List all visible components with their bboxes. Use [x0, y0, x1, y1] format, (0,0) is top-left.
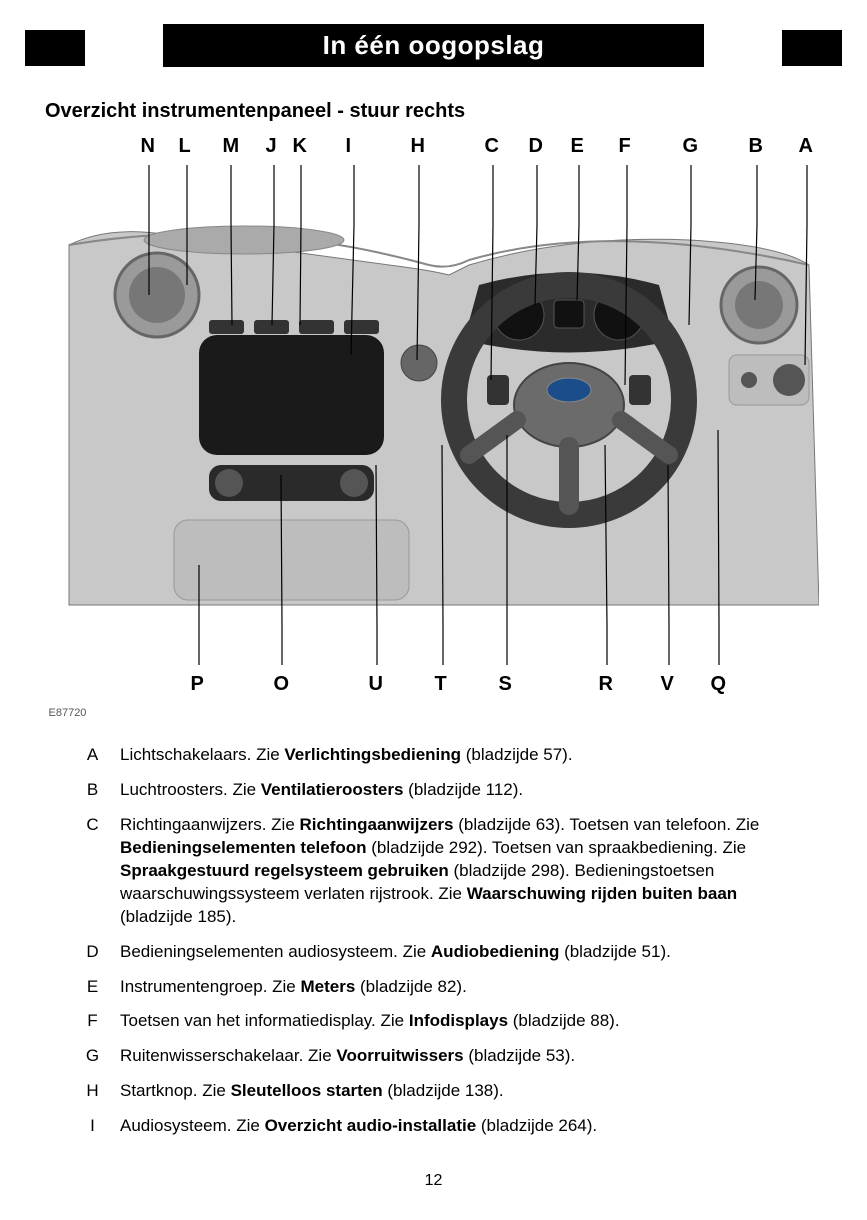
- callout-label-Q: Q: [711, 673, 727, 696]
- item-letter: A: [65, 744, 120, 767]
- diagram-wrap: N L M JK I H C D E F G B A P O U T S R V Q E87720: [49, 135, 819, 719]
- callout-label-B: B: [749, 135, 763, 158]
- callout-label-I: I: [346, 135, 352, 158]
- item-row-A: ALichtschakelaars. Zie Verlichtingsbedie…: [65, 744, 802, 767]
- page-header: In één oogopslag: [0, 20, 867, 70]
- item-row-G: GRuitenwisserschakelaar. Zie Voorruitwis…: [65, 1045, 802, 1068]
- callout-label-L: L: [179, 135, 191, 158]
- item-letter: I: [65, 1115, 120, 1138]
- top-callout-labels: N L M JK I H C D E F G B A: [49, 135, 819, 165]
- image-code: E87720: [49, 707, 819, 719]
- callout-label-N: N: [141, 135, 155, 158]
- item-row-C: CRichtingaanwijzers. Zie Richtingaanwijz…: [65, 814, 802, 929]
- section-title: Overzicht instrumentenpaneel - stuur rec…: [45, 100, 822, 123]
- content-area: Overzicht instrumentenpaneel - stuur rec…: [0, 70, 867, 1138]
- item-text: Instrumentengroep. Zie Meters (bladzijde…: [120, 976, 802, 999]
- header-decor-left: [25, 30, 85, 66]
- callout-label-V: V: [661, 673, 674, 696]
- item-row-E: EInstrumentengroep. Zie Meters (bladzijd…: [65, 976, 802, 999]
- item-row-B: BLuchtroosters. Zie Ventilatieroosters (…: [65, 779, 802, 802]
- callout-label-U: U: [369, 673, 383, 696]
- item-text: Bedieningselementen audiosysteem. Zie Au…: [120, 941, 802, 964]
- callout-label-F: F: [619, 135, 631, 158]
- item-letter: E: [65, 976, 120, 999]
- callout-label-E: E: [571, 135, 584, 158]
- item-row-I: IAudiosysteem. Zie Overzicht audio-insta…: [65, 1115, 802, 1138]
- item-text: Audiosysteem. Zie Overzicht audio-instal…: [120, 1115, 802, 1138]
- dashboard-diagram: [49, 165, 819, 665]
- item-text: Richtingaanwijzers. Zie Richtingaanwijze…: [120, 814, 802, 929]
- callout-label-A: A: [799, 135, 813, 158]
- callout-label-T: T: [435, 673, 447, 696]
- callout-label-G: G: [683, 135, 699, 158]
- callout-label-S: S: [499, 673, 512, 696]
- callout-label-O: O: [274, 673, 290, 696]
- callout-label-D: D: [529, 135, 543, 158]
- item-row-D: DBedieningselementen audiosysteem. Zie A…: [65, 941, 802, 964]
- item-letter: F: [65, 1010, 120, 1033]
- page-number: 12: [0, 1172, 867, 1190]
- callout-label-H: H: [411, 135, 425, 158]
- item-row-H: HStartknop. Zie Sleutelloos starten (bla…: [65, 1080, 802, 1103]
- bottom-callout-labels: POUTSRVQ: [49, 673, 819, 703]
- header-decor-right: [782, 30, 842, 66]
- header-title: In één oogopslag: [163, 24, 705, 67]
- item-letter: D: [65, 941, 120, 964]
- callout-label-K: K: [293, 135, 307, 158]
- item-text: Lichtschakelaars. Zie Verlichtingsbedien…: [120, 744, 802, 767]
- callout-label-P: P: [191, 673, 204, 696]
- item-text: Toetsen van het informatiedisplay. Zie I…: [120, 1010, 802, 1033]
- item-list: ALichtschakelaars. Zie Verlichtingsbedie…: [65, 744, 802, 1138]
- item-letter: B: [65, 779, 120, 802]
- item-text: Startknop. Zie Sleutelloos starten (blad…: [120, 1080, 802, 1103]
- item-row-F: FToetsen van het informatiedisplay. Zie …: [65, 1010, 802, 1033]
- item-text: Luchtroosters. Zie Ventilatieroosters (b…: [120, 779, 802, 802]
- item-letter: C: [65, 814, 120, 929]
- callout-label-C: C: [485, 135, 499, 158]
- callout-label-R: R: [599, 673, 613, 696]
- callout-label-J: J: [266, 135, 277, 158]
- item-letter: H: [65, 1080, 120, 1103]
- item-letter: G: [65, 1045, 120, 1068]
- item-text: Ruitenwisserschakelaar. Zie Voorruitwiss…: [120, 1045, 802, 1068]
- callout-label-M: M: [223, 135, 240, 158]
